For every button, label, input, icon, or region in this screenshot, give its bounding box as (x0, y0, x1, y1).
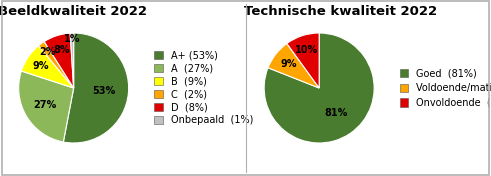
Wedge shape (264, 33, 374, 143)
Text: 27%: 27% (33, 100, 57, 110)
Text: 53%: 53% (92, 86, 115, 96)
Text: Technische kwaliteit 2022: Technische kwaliteit 2022 (244, 5, 436, 18)
Wedge shape (44, 33, 74, 88)
Text: Beeldkwaliteit 2022: Beeldkwaliteit 2022 (0, 5, 147, 18)
Wedge shape (19, 71, 74, 142)
Wedge shape (287, 33, 319, 88)
Text: 1%: 1% (64, 34, 81, 43)
Wedge shape (268, 43, 319, 88)
Legend: Goed  (81%), Voldoende/matig (9%), Onvoldoende  (10%): Goed (81%), Voldoende/matig (9%), Onvold… (400, 68, 491, 108)
Wedge shape (63, 33, 129, 143)
Text: 9%: 9% (33, 61, 49, 71)
Text: 81%: 81% (325, 108, 348, 118)
Text: 2%: 2% (39, 46, 55, 56)
Wedge shape (39, 42, 74, 88)
Legend: A+ (53%), A  (27%), B  (9%), C  (2%), D  (8%), Onbepaald  (1%): A+ (53%), A (27%), B (9%), C (2%), D (8%… (154, 51, 253, 125)
Text: 10%: 10% (295, 45, 319, 55)
Text: 9%: 9% (280, 59, 297, 69)
Wedge shape (21, 46, 74, 88)
Wedge shape (70, 33, 74, 88)
Text: 8%: 8% (53, 45, 70, 55)
